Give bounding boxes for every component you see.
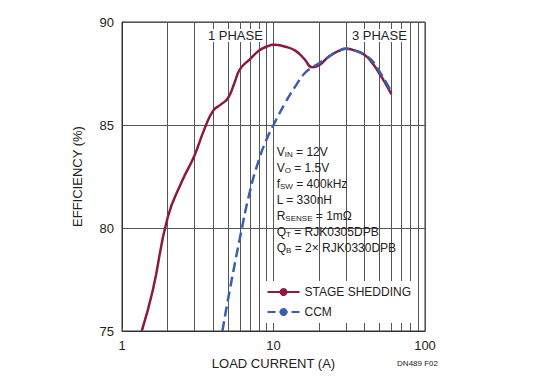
svg-text:10: 10 xyxy=(266,338,280,353)
svg-text:B: B xyxy=(286,246,292,256)
svg-text:= 1.5V: = 1.5V xyxy=(291,161,329,175)
svg-text:O: O xyxy=(284,166,291,176)
svg-text:75: 75 xyxy=(100,324,114,339)
svg-text:85: 85 xyxy=(100,118,114,133)
svg-text:100: 100 xyxy=(414,338,436,353)
svg-text:1 PHASE: 1 PHASE xyxy=(208,28,263,43)
svg-text:V: V xyxy=(277,145,285,159)
svg-text:3 PHASE: 3 PHASE xyxy=(352,28,407,43)
svg-text:80: 80 xyxy=(100,221,114,236)
svg-text:SW: SW xyxy=(280,182,293,191)
svg-text:= 1mΩ: = 1mΩ xyxy=(312,209,351,223)
svg-text:L = 330nH: L = 330nH xyxy=(277,193,332,207)
svg-text:Q: Q xyxy=(277,225,286,239)
svg-text:LOAD CURRENT (A): LOAD CURRENT (A) xyxy=(212,356,335,371)
svg-text:SENSE: SENSE xyxy=(285,214,312,223)
svg-text:= 400kHz: = 400kHz xyxy=(293,177,347,191)
svg-text:= RJK0305DPB: = RJK0305DPB xyxy=(291,225,379,239)
svg-text:= 2× RJK0330DPB: = 2× RJK0330DPB xyxy=(291,241,396,255)
svg-text:Q: Q xyxy=(277,241,286,255)
svg-text:DN489 F02: DN489 F02 xyxy=(397,359,438,368)
svg-text:CCM: CCM xyxy=(305,305,332,319)
svg-text:= 12V: = 12V xyxy=(293,145,328,159)
svg-text:R: R xyxy=(277,209,286,223)
svg-text:EFFICIENCY (%): EFFICIENCY (%) xyxy=(70,126,85,227)
svg-text:T: T xyxy=(286,230,291,240)
svg-text:f: f xyxy=(276,176,281,191)
svg-text:V: V xyxy=(277,161,285,175)
svg-text:IN: IN xyxy=(285,150,293,159)
svg-text:STAGE SHEDDING: STAGE SHEDDING xyxy=(305,285,411,299)
svg-text:90: 90 xyxy=(100,15,114,30)
svg-text:1: 1 xyxy=(118,338,125,353)
